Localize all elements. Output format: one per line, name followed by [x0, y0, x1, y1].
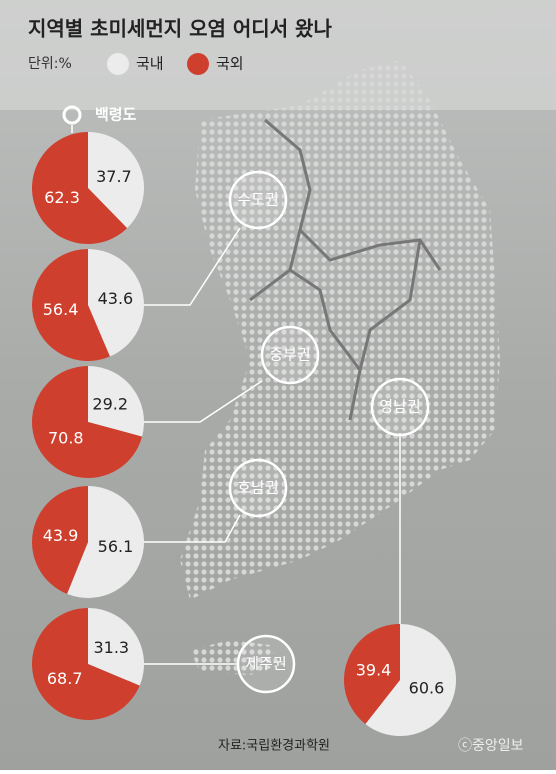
source: 자료:국립환경과학원	[218, 739, 330, 754]
map-borders	[249, 118, 442, 421]
pie-slice	[365, 624, 456, 736]
pie-slice	[32, 366, 143, 479]
region-circle	[260, 325, 320, 385]
legend: 국내 국외	[107, 53, 244, 75]
value-label: 39.4	[356, 660, 392, 679]
value-label: 37.7	[96, 167, 132, 186]
pie-slice	[88, 249, 144, 357]
title: 지역별 초미세먼지 오염 어디서 왔나	[28, 17, 332, 41]
value-label: 31.3	[93, 638, 129, 657]
map-jeju	[190, 640, 280, 675]
value-label: 56.1	[98, 537, 134, 556]
pies: 37.7 62.3 백령도 43.6 56.4 수도권 29.2 70.8 중부권 56.1 43.…	[31, 106, 456, 736]
pie-slice	[32, 249, 110, 362]
region-label: 영남권	[379, 398, 420, 416]
value-label: 70.8	[48, 429, 84, 448]
value-label: 43.9	[43, 526, 79, 545]
region-circle	[228, 170, 288, 230]
value-label: 43.6	[98, 289, 134, 308]
region-label: 백령도	[95, 106, 137, 124]
legend-label: 국내	[136, 55, 164, 73]
pie-slice	[344, 624, 400, 725]
header-band	[0, 0, 556, 110]
legend-swatch	[187, 53, 209, 75]
pie-slice	[32, 132, 128, 244]
pie-slice	[88, 366, 144, 437]
value-label: 60.6	[409, 679, 445, 698]
region-label: 제주권	[245, 655, 286, 673]
region-label: 중부권	[269, 346, 310, 364]
value-label: 29.2	[92, 394, 128, 413]
pie-slice	[88, 132, 145, 229]
pie-slice	[32, 608, 140, 720]
legend-swatch	[107, 53, 129, 75]
pie-slice	[31, 486, 88, 594]
region-circle	[228, 458, 288, 518]
baengnyeong-marker	[62, 105, 82, 125]
credit: ⓒ중앙일보	[458, 738, 524, 754]
pie-slice	[67, 486, 144, 598]
region-label: 수도권	[237, 191, 278, 209]
legend-label: 국외	[216, 55, 244, 73]
value-label: 56.4	[43, 300, 79, 319]
map-korea	[180, 60, 500, 600]
region-circle	[236, 634, 296, 694]
region-circle	[370, 377, 430, 437]
value-label: 68.7	[47, 669, 83, 688]
connectors	[71, 125, 401, 665]
pie-slice	[88, 608, 144, 686]
region-label: 호남권	[237, 479, 278, 497]
unit-label: 단위:%	[28, 56, 72, 72]
value-label: 62.3	[44, 188, 80, 207]
